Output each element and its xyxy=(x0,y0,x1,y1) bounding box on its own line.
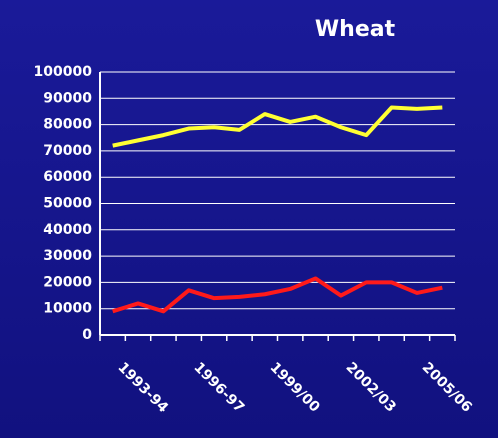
y-tick-label: 30000 xyxy=(43,248,92,264)
x-tick-label: 2005/06 xyxy=(419,359,475,415)
series-line xyxy=(112,276,443,314)
y-tick-label: 50000 xyxy=(43,196,92,212)
y-tick-label: 80000 xyxy=(43,117,92,133)
series-line xyxy=(112,105,443,148)
y-tick-label: 60000 xyxy=(43,169,92,185)
x-tick-label: 1993-94 xyxy=(114,359,171,416)
y-tick-label: 40000 xyxy=(43,222,92,238)
y-tick-label: 10000 xyxy=(43,301,92,317)
y-tick-label: 70000 xyxy=(43,143,92,159)
y-tick-label: 20000 xyxy=(43,274,92,290)
y-tick-label: 90000 xyxy=(43,90,92,106)
x-tick-label: 1996-97 xyxy=(190,359,247,416)
x-tick-label: 2002/03 xyxy=(343,359,399,415)
x-tick-label: 1999/00 xyxy=(267,359,323,415)
y-tick-label: 0 xyxy=(82,327,92,343)
chart-title: Wheat xyxy=(315,17,396,42)
y-tick-label: 100000 xyxy=(34,64,93,80)
